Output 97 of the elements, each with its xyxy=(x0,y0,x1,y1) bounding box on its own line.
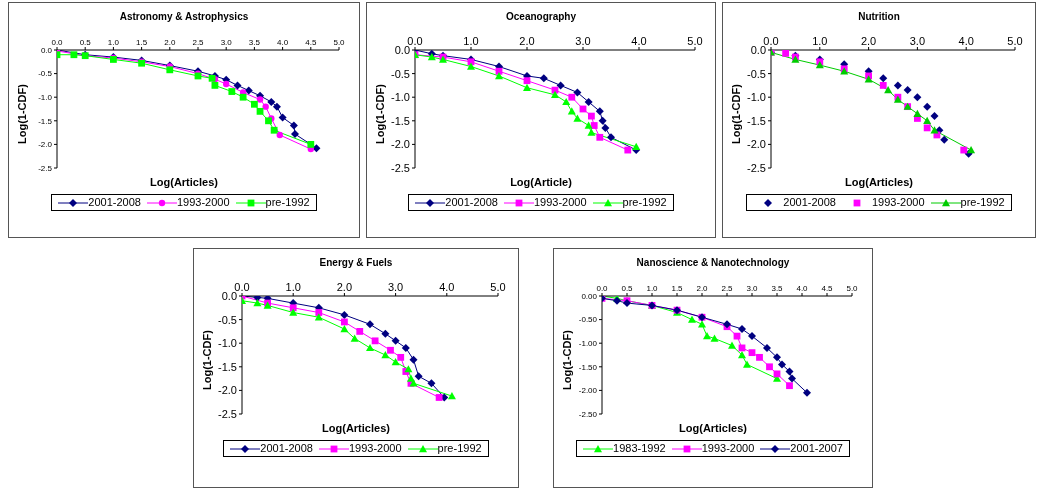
y-tick-label: -0.5 xyxy=(218,313,237,326)
x-axis-title: Log(Articles) xyxy=(844,176,914,188)
legend-label: 1993-2000 xyxy=(700,442,755,456)
y-axis-title: Log(1-CDF) xyxy=(560,329,573,390)
x-tick-label: 5.0 xyxy=(490,281,506,293)
x-axis-title: Log(Article) xyxy=(509,176,573,188)
chart-title: Astronomy & Astrophysics xyxy=(118,11,250,22)
x-tick-label: 5.0 xyxy=(333,38,346,47)
y-tick-label: -1.0 xyxy=(391,91,410,104)
x-tick-label: 3.0 xyxy=(575,35,591,47)
y-tick-label: -0.5 xyxy=(38,69,53,79)
x-tick-label: 0.0 xyxy=(51,38,64,47)
y-tick-label: -1.0 xyxy=(218,337,237,350)
x-tick-label: 3.0 xyxy=(909,35,926,47)
legend-label: 1993-2000 xyxy=(532,196,587,210)
x-tick-label: 1.0 xyxy=(107,38,120,47)
x-tick-label: 3.0 xyxy=(746,284,759,293)
x-tick-label: 4.5 xyxy=(821,284,834,293)
y-tick-label: -2.5 xyxy=(391,161,410,174)
chart-title: Energy & Fuels xyxy=(318,257,394,268)
x-tick-label: 5.0 xyxy=(846,284,859,293)
x-tick-label: 5.0 xyxy=(687,35,703,47)
y-tick-label: -2.5 xyxy=(747,161,766,174)
y-tick-label: -1.5 xyxy=(747,114,766,127)
legend-label: 2001-2008 xyxy=(87,196,141,210)
x-tick-label: 4.0 xyxy=(277,38,289,47)
x-tick-label: 2.5 xyxy=(721,284,734,293)
x-tick-label: 1.0 xyxy=(646,284,659,293)
x-tick-label: 1.0 xyxy=(812,35,828,47)
y-tick-label: -2.0 xyxy=(391,138,410,151)
legend-label: 1993-2000 xyxy=(175,196,230,210)
y-tick-label: -2.00 xyxy=(578,386,598,396)
x-tick-label: 0.0 xyxy=(234,281,250,293)
x-tick-label: 0.5 xyxy=(79,38,92,47)
y-tick-label: -2.0 xyxy=(218,384,237,397)
chart-title: Nanoscience & Nanotechnology xyxy=(635,257,791,268)
y-tick-label: -1.00 xyxy=(578,339,598,349)
x-tick-label: 0.5 xyxy=(621,284,634,293)
x-tick-label: 1.5 xyxy=(671,284,684,293)
legend-label: 1993-2000 xyxy=(870,196,925,210)
y-tick-label: -2.50 xyxy=(578,409,598,419)
y-tick-label: -0.50 xyxy=(578,315,598,325)
y-tick-label: -2.0 xyxy=(747,138,766,151)
x-tick-label: 0.0 xyxy=(596,284,609,293)
x-axis-title: Log(Articles) xyxy=(678,422,748,434)
y-axis-title: Log(1-CDF) xyxy=(373,83,386,144)
x-axis-title: Log(Articles) xyxy=(321,422,391,434)
y-tick-label: -0.5 xyxy=(391,67,410,80)
y-tick-label: -0.5 xyxy=(747,67,766,80)
x-tick-label: 0.0 xyxy=(407,35,423,47)
legend-label: 1983-1992 xyxy=(612,442,666,456)
y-tick-label: -1.0 xyxy=(747,91,766,104)
x-tick-label: 2.0 xyxy=(696,284,709,293)
x-tick-label: 2.0 xyxy=(519,35,535,47)
x-tick-label: 4.0 xyxy=(958,35,974,47)
legend-label: 2001-2008 xyxy=(259,442,313,456)
x-tick-label: 3.5 xyxy=(771,284,784,293)
x-tick-label: 5.0 xyxy=(1007,35,1023,47)
x-tick-label: 1.0 xyxy=(285,281,301,293)
legend-label: pre-1992 xyxy=(959,196,1005,210)
y-tick-label: 0.00 xyxy=(581,291,598,301)
x-tick-label: 4.5 xyxy=(305,38,317,47)
x-tick-label: 2.0 xyxy=(164,38,176,47)
legend-label: pre-1992 xyxy=(621,196,667,210)
y-tick-label: -2.5 xyxy=(218,407,237,420)
legend-label: 2001-2008 xyxy=(444,196,498,210)
x-tick-label: 2.0 xyxy=(860,35,877,47)
y-tick-label: -1.5 xyxy=(218,360,237,373)
x-tick-label: 3.0 xyxy=(220,38,233,47)
x-tick-label: 2.5 xyxy=(192,38,205,47)
x-axis-title: Log(Articles) xyxy=(149,176,219,188)
y-tick-label: -2.0 xyxy=(38,140,53,150)
y-axis-title: Log(1-CDF) xyxy=(15,83,28,144)
x-tick-label: 3.5 xyxy=(248,38,261,47)
x-tick-label: 0.0 xyxy=(763,35,779,47)
x-tick-label: 4.0 xyxy=(631,35,647,47)
legend-label: 2001-2007 xyxy=(789,442,843,456)
x-tick-label: 2.0 xyxy=(336,281,353,293)
x-tick-label: 4.0 xyxy=(439,281,455,293)
legend-label: pre-1992 xyxy=(436,442,482,456)
x-tick-label: 1.5 xyxy=(136,38,148,47)
y-tick-label: -1.5 xyxy=(38,116,53,126)
x-tick-label: 1.0 xyxy=(463,35,479,47)
y-tick-label: 0.0 xyxy=(40,45,53,55)
x-tick-label: 4.0 xyxy=(796,284,809,293)
chart-title: Nutrition xyxy=(857,11,901,22)
y-axis-title: Log(1-CDF) xyxy=(200,329,213,390)
y-tick-label: -1.0 xyxy=(38,93,53,103)
y-tick-label: -1.5 xyxy=(391,114,410,127)
x-tick-label: 3.0 xyxy=(387,281,404,293)
y-tick-label: -2.5 xyxy=(38,163,53,173)
legend-label: 2001-2008 xyxy=(782,196,836,210)
y-tick-label: -1.50 xyxy=(578,362,598,372)
legend-label: pre-1992 xyxy=(264,196,310,210)
y-axis-title: Log(1-CDF) xyxy=(729,83,742,144)
chart-title: Oceanography xyxy=(505,11,577,22)
legend-label: 1993-2000 xyxy=(347,442,402,456)
